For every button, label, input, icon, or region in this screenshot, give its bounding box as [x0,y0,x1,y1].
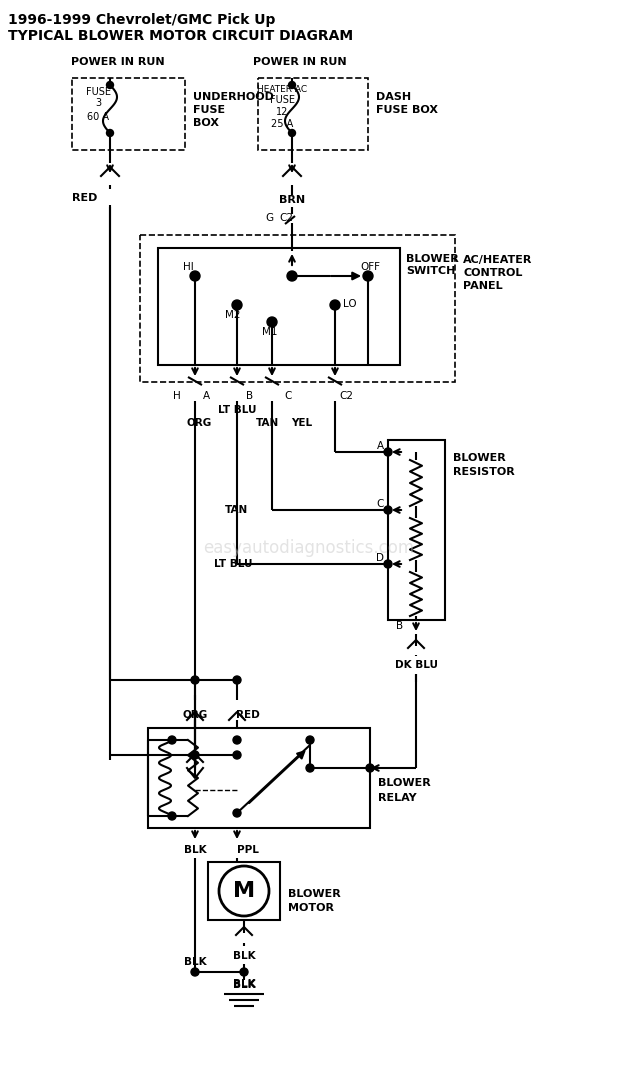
Text: BRN: BRN [279,195,305,205]
Text: A: A [376,441,384,450]
Text: M1: M1 [262,327,277,337]
Text: BLK: BLK [184,957,206,967]
Text: TAN: TAN [255,418,279,428]
Text: BLK: BLK [184,845,206,855]
Text: POWER IN RUN: POWER IN RUN [253,57,347,67]
Circle shape [287,271,297,281]
Circle shape [233,751,241,759]
Text: BLK: BLK [233,951,255,961]
Text: BLOWER: BLOWER [378,778,431,788]
Text: TYPICAL BLOWER MOTOR CIRCUIT DIAGRAM: TYPICAL BLOWER MOTOR CIRCUIT DIAGRAM [8,29,353,43]
Text: G: G [265,213,273,223]
Text: LO: LO [343,299,357,309]
Circle shape [289,129,295,137]
Circle shape [191,751,199,759]
Circle shape [306,736,314,744]
Text: LT BLU: LT BLU [213,559,252,569]
Circle shape [363,271,373,281]
Text: BLOWER: BLOWER [406,254,459,264]
Text: 12: 12 [276,107,288,117]
Text: RELAY: RELAY [378,793,417,802]
Text: FUSE: FUSE [85,87,111,97]
Text: BLK: BLK [233,979,255,989]
Circle shape [384,448,392,456]
Text: 60 A: 60 A [87,112,109,122]
Text: M: M [233,881,255,901]
Circle shape [191,676,199,684]
Circle shape [232,300,242,310]
Text: BLOWER: BLOWER [453,453,506,463]
Text: OFF: OFF [360,262,380,272]
Text: C2: C2 [339,391,353,401]
Circle shape [106,129,114,137]
Circle shape [233,676,241,684]
Circle shape [267,317,277,327]
Text: FUSE: FUSE [193,105,225,114]
Text: FUSE: FUSE [269,95,295,105]
Text: 1996-1999 Chevrolet/GMC Pick Up: 1996-1999 Chevrolet/GMC Pick Up [8,13,276,27]
Text: C: C [284,391,292,401]
Text: FUSE BOX: FUSE BOX [376,105,438,114]
Text: 3: 3 [95,98,101,108]
Text: H: H [173,391,181,401]
Text: B: B [396,621,404,631]
Circle shape [191,968,199,976]
Circle shape [289,81,295,89]
Text: RESISTOR: RESISTOR [453,467,515,477]
Text: PPL: PPL [237,845,259,855]
Text: POWER IN RUN: POWER IN RUN [71,57,165,67]
Circle shape [384,506,392,514]
Text: HI: HI [183,262,194,272]
Text: ORG: ORG [182,710,208,720]
Text: RED: RED [72,193,98,203]
Text: UNDERHOOD: UNDERHOOD [193,92,274,102]
Text: ORG: ORG [187,418,211,428]
Circle shape [233,809,241,817]
Circle shape [106,81,114,89]
Text: BLOWER: BLOWER [288,889,341,899]
Text: CONTROL: CONTROL [463,268,522,278]
Text: MOTOR: MOTOR [288,903,334,913]
Text: LT BLU: LT BLU [218,406,256,415]
Text: A: A [203,391,210,401]
Circle shape [366,764,374,771]
Text: BLK: BLK [233,980,255,990]
Text: 25 A: 25 A [271,119,293,129]
Text: RED: RED [236,710,260,720]
Text: C: C [376,499,384,509]
Text: M2: M2 [225,310,240,320]
Text: DASH: DASH [376,92,411,102]
Circle shape [168,736,176,744]
Circle shape [233,736,241,744]
Text: SWITCH: SWITCH [406,266,455,276]
Text: D: D [376,553,384,563]
Circle shape [168,812,176,820]
Circle shape [190,271,200,281]
Text: DK BLU: DK BLU [394,660,438,670]
Text: YEL: YEL [292,418,313,428]
Circle shape [306,764,314,771]
Circle shape [330,300,340,310]
Text: BOX: BOX [193,118,219,128]
Text: AC/HEATER: AC/HEATER [463,255,532,265]
Circle shape [240,968,248,976]
Text: HEATER AC: HEATER AC [257,85,307,93]
Text: TAN: TAN [225,505,248,515]
Text: C2: C2 [279,213,293,223]
Text: PANEL: PANEL [463,281,502,291]
Text: B: B [247,391,253,401]
Text: easyautodiagnostics.com: easyautodiagnostics.com [203,539,415,557]
Circle shape [384,560,392,568]
